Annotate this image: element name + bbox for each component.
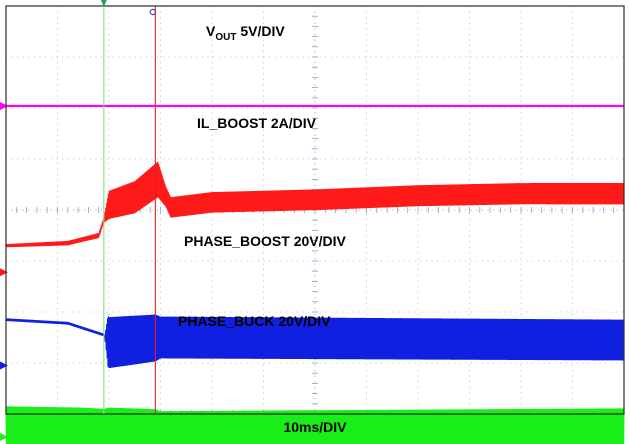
trigger-position-marker: [100, 0, 107, 7]
waveform-trace-2: [5, 314, 625, 368]
channel-ground-marker-1: [0, 268, 8, 277]
channel-ground-marker-0: [0, 101, 8, 110]
vout-label-subscript: OUT: [215, 32, 236, 43]
channel-ground-marker-3: [0, 432, 8, 441]
channel-ground-marker-2: [0, 361, 8, 370]
waveform-traces: [5, 104, 625, 444]
time-scale-label: 10ms/DIV: [283, 419, 347, 435]
waveform-trace-3: [5, 406, 625, 444]
channel-markers: [0, 0, 156, 441]
display-frame: [5, 5, 625, 415]
phase-buck-trace-label: PHASE_BUCK 20V/DIV: [178, 313, 331, 329]
vout-trace-label: VOUT 5V/DIV: [206, 23, 285, 43]
time-cursors: [103, 6, 156, 414]
phase-boost-trace-label: PHASE_BOOST 20V/DIV: [184, 233, 346, 249]
vout-label-scale: 5V/DIV: [236, 23, 285, 39]
il-boost-trace-label: IL_BOOST 2A/DIV: [197, 115, 317, 131]
trigger-marker: [149, 8, 156, 16]
waveform-trace-1: [5, 161, 625, 248]
vout-label-main: V: [206, 23, 216, 39]
